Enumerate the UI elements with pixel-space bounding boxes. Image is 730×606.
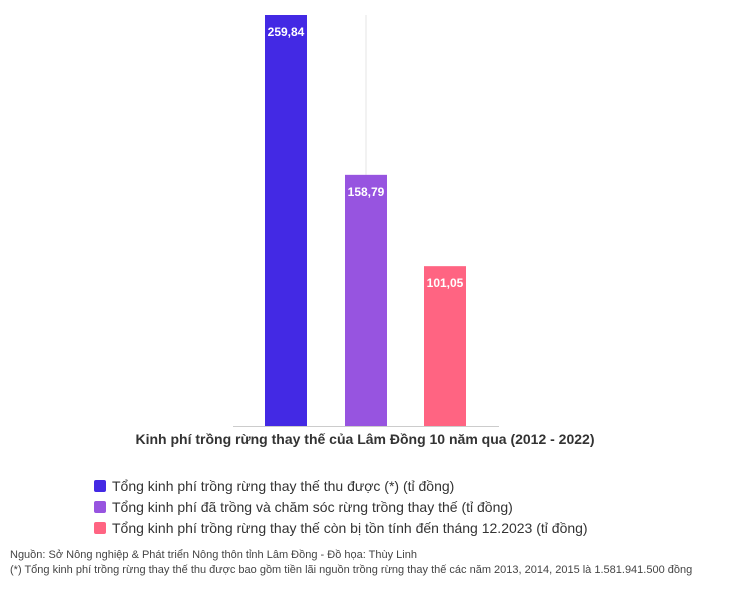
data-label-2: 158,79 <box>348 185 385 199</box>
data-label-1: 259,84 <box>268 25 305 39</box>
footnote: (*) Tổng kinh phí trồng rừng thay thế th… <box>10 564 693 576</box>
bar-2 <box>345 174 387 426</box>
data-label-3: 101,05 <box>427 276 464 290</box>
legend-item-3: Tổng kinh phí trồng rừng thay thế còn bị… <box>94 517 588 538</box>
x-axis-title: Kinh phí trồng rừng thay thế của Lâm Đồn… <box>135 431 595 447</box>
legend-swatch <box>94 500 106 513</box>
footer: Nguồn: Sở Nông nghiệp & Phát triển Nông … <box>10 548 710 578</box>
legend-swatch <box>94 521 106 534</box>
source-note: Nguồn: Sở Nông nghiệp & Phát triển Nông … <box>10 549 417 561</box>
bar-3 <box>424 266 466 426</box>
bar-1 <box>265 15 307 426</box>
legend: Tổng kinh phí trồng rừng thay thế thu đư… <box>94 475 588 538</box>
legend-item-2: Tổng kinh phí đã trồng và chăm sóc rừng … <box>94 496 588 517</box>
bar-chart: 259,84 158,79 101,05 <box>233 15 499 427</box>
legend-swatch <box>94 479 106 492</box>
legend-label: Tổng kinh phí trồng rừng thay thế thu đư… <box>112 477 455 494</box>
legend-label: Tổng kinh phí trồng rừng thay thế còn bị… <box>112 519 588 536</box>
legend-item-1: Tổng kinh phí trồng rừng thay thế thu đư… <box>94 475 588 496</box>
legend-label: Tổng kinh phí đã trồng và chăm sóc rừng … <box>112 498 513 515</box>
